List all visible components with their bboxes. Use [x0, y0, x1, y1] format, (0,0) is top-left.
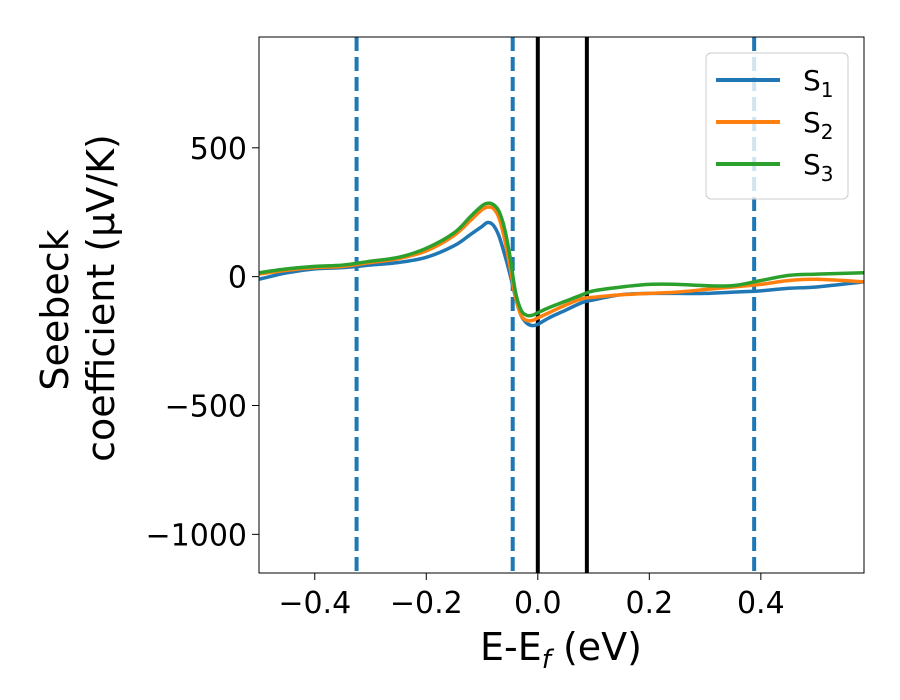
- series-line-s1: [259, 220, 864, 328]
- y-axis-title-line1: Seebeck: [33, 229, 77, 390]
- y-tick-label: −500: [165, 390, 247, 425]
- plot-frame: [258, 36, 865, 574]
- y-axis-title-line2: coefficient (μV/K): [79, 134, 123, 462]
- series-line-s3: [259, 201, 864, 318]
- y-tick-label: 500: [190, 132, 247, 167]
- y-axis: 500 0 −500 −1000: [146, 132, 259, 553]
- legend-label-s2: S2: [803, 106, 834, 144]
- y-tick-label: 0: [228, 261, 247, 296]
- series-lines: [259, 201, 864, 328]
- legend-label-s3: S3: [803, 148, 834, 186]
- x-tick-label: 0.0: [514, 586, 562, 621]
- x-axis-title: E-Ef (eV): [480, 625, 642, 675]
- x-tick-label: −0.2: [390, 586, 463, 621]
- y-tick-label: −1000: [146, 518, 247, 553]
- legend: S1 S2 S3: [705, 52, 849, 200]
- x-tick-label: 0.4: [737, 586, 785, 621]
- x-tick-label: −0.4: [278, 586, 351, 621]
- x-tick-label: 0.2: [625, 586, 673, 621]
- x-axis: −0.4 −0.2 0.0 0.2 0.4: [278, 573, 785, 621]
- legend-label-s1: S1: [803, 64, 834, 102]
